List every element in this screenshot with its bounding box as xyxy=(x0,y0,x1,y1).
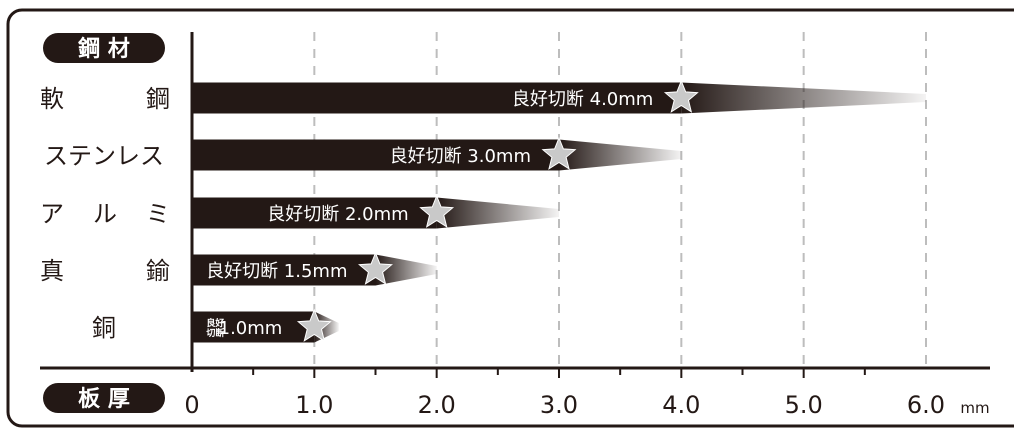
x-axis: 0 1.0 2.0 3.0 4.0 5.0 6.0 mm xyxy=(40,32,990,419)
good-cut-star-icon xyxy=(663,79,699,113)
bar-max-taper xyxy=(681,82,926,114)
bar-value-label: 良好切断 3.0mm xyxy=(390,146,531,167)
bar-value-label: 良好切断 2.0mm xyxy=(267,204,408,225)
bars: 良好切断 4.0mm 良好切断 3.0mm 良好切断 2.0mm 良好切断 1.5mm… xyxy=(192,79,926,343)
material-label-char: 軟 xyxy=(40,85,64,113)
bar-good-range xyxy=(192,139,559,171)
good-cut-star-icon xyxy=(296,308,332,342)
material-label-char: 真 xyxy=(40,257,64,285)
x-tick-label: 3.0 xyxy=(540,391,578,419)
bar-good-range xyxy=(192,254,376,286)
x-tick-label: 1.0 xyxy=(295,391,333,419)
bar-value-label: 良好切断 1.5mm xyxy=(206,261,347,282)
x-tick-label: 2.0 xyxy=(418,391,456,419)
bar-good-range xyxy=(192,197,437,229)
material-label-char: 鋼 xyxy=(146,85,170,113)
bar-max-taper xyxy=(375,254,437,286)
chart-frame xyxy=(6,8,1014,428)
bar-max-taper xyxy=(436,197,559,229)
material-label-char: ア xyxy=(40,200,64,228)
bar-good-range xyxy=(192,82,682,114)
x-tick-label: 0 xyxy=(184,391,199,419)
thickness-header-pill xyxy=(43,383,165,413)
material-label-char: 鍮 xyxy=(146,257,170,285)
x-unit-label: mm xyxy=(960,399,989,417)
material-label-char: ミ xyxy=(146,200,170,228)
x-tick-label: 5.0 xyxy=(785,391,823,419)
material-label: 銅 xyxy=(92,314,116,342)
x-tick-label: 4.0 xyxy=(662,391,700,419)
bar-small-label: 切断 xyxy=(206,327,224,339)
material-header: 鋼 材 xyxy=(77,36,130,62)
material-label-char: ル xyxy=(93,200,117,228)
bar-small-label: 良好 xyxy=(206,317,224,329)
bar-max-taper xyxy=(559,139,682,171)
material-label: ステンレス xyxy=(44,142,164,170)
bar-good-range xyxy=(192,311,315,343)
good-cut-star-icon xyxy=(358,251,393,285)
good-cut-star-icon xyxy=(419,194,455,228)
material-header-pill xyxy=(43,33,165,63)
x-tick-label: 6.0 xyxy=(907,391,945,419)
thickness-header: 板 厚 xyxy=(78,387,130,412)
bar-value-label: 良好切断 4.0mm xyxy=(512,89,653,110)
good-cut-star-icon xyxy=(541,136,577,170)
bar-value-label: 1.0mm xyxy=(219,318,283,339)
